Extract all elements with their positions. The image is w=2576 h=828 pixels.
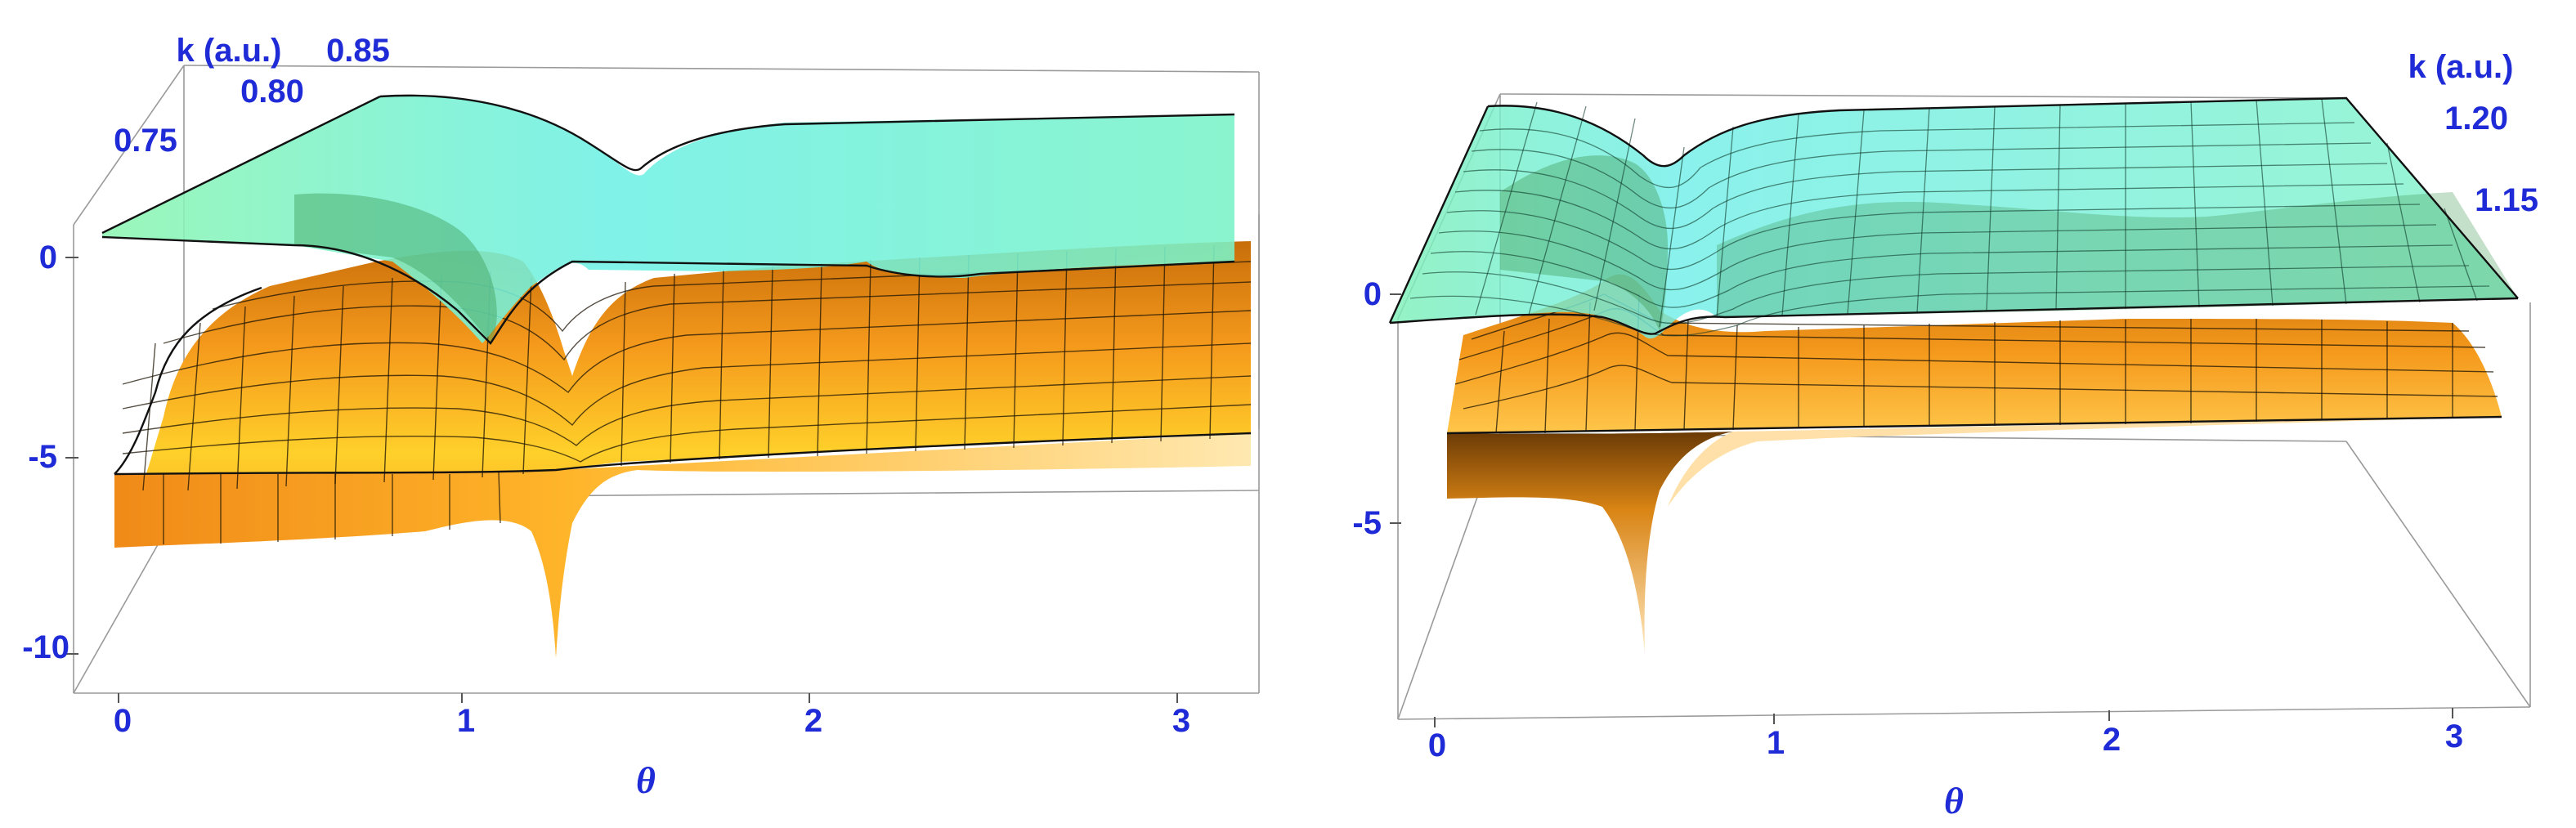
y-axis-title: k (a.u.) [177, 33, 282, 69]
green-surface-left [101, 94, 1235, 345]
y-tick-label: 1.20 [2444, 101, 2508, 137]
x-axis-title: θ [636, 759, 656, 801]
x-tick-label: 0 [114, 703, 132, 739]
chart-right: 0 -5 0 1 2 3 θ 1.15 1.20 k (a.u.) [1352, 49, 2538, 821]
x-tick-label: 3 [2445, 718, 2463, 754]
x-axis-title: θ [1944, 780, 1964, 821]
x-tick-label: 0 [1428, 727, 1446, 763]
z-axis-right: 0 -5 [1352, 276, 1401, 541]
chart-left: 0 -5 -10 0 1 2 3 θ 0.75 0.80 0.85 k (a.u… [22, 33, 1260, 801]
y-tick-label: 0.85 [326, 33, 390, 69]
x-axis-left: 0 1 2 3 θ [114, 693, 1190, 801]
z-tick-label: 0 [1364, 276, 1382, 312]
x-tick-label: 1 [457, 703, 475, 739]
orange-surface-right [1446, 274, 2502, 654]
y-axis-title: k (a.u.) [2408, 49, 2514, 85]
orange-surface-left [114, 241, 1252, 658]
x-tick-label: 1 [1767, 725, 1785, 761]
y-tick-label: 1.15 [2475, 182, 2538, 218]
z-tick-label: -5 [28, 439, 57, 475]
y-tick-label: 0.75 [114, 123, 177, 159]
y-axis-right: 1.15 1.20 k (a.u.) [2408, 49, 2538, 218]
x-axis-right: 0 1 2 3 θ [1428, 708, 2463, 821]
x-tick-label: 2 [2103, 722, 2121, 758]
x-tick-label: 2 [804, 703, 822, 739]
z-axis-left: 0 -5 -10 [22, 239, 78, 665]
y-tick-label: 0.80 [240, 74, 304, 110]
z-tick-label: -10 [22, 629, 69, 665]
x-tick-label: 3 [1172, 703, 1190, 739]
z-tick-label: -5 [1352, 505, 1382, 541]
z-tick-label: 0 [39, 239, 57, 275]
y-axis-left: 0.75 0.80 0.85 k (a.u.) [114, 33, 390, 159]
green-surface-right [1388, 96, 2519, 339]
